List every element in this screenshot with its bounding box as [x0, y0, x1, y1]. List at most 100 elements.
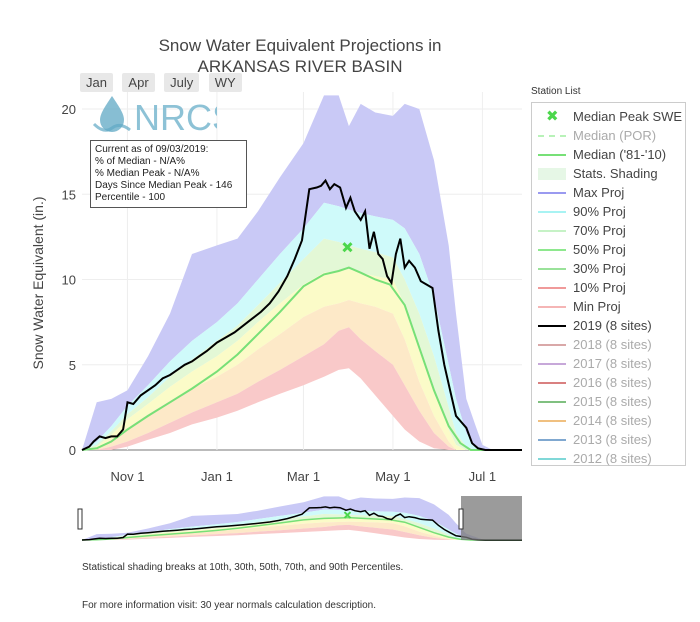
legend-label-8: 30% Proj [573, 261, 626, 276]
legend-item-9[interactable]: 10% Proj [532, 278, 685, 297]
legend: ✖ Median Peak SWE Median (POR) Median ('81-… [531, 102, 686, 466]
range-buttons: Jan Apr July WY [80, 73, 247, 92]
legend-swatch-3 [538, 167, 566, 181]
y-tick-label-0: 0 [69, 443, 76, 458]
series-2019-line [81, 178, 522, 451]
navigator-handle-left[interactable] [77, 508, 83, 530]
nav-band-10-min [82, 524, 522, 540]
range-button-wy[interactable]: WY [208, 73, 242, 92]
range-button-apr[interactable]: Apr [122, 73, 155, 92]
legend-item-8[interactable]: 30% Proj [532, 259, 685, 278]
y-tick-label-4: 20 [62, 102, 76, 117]
legend-swatch-14 [538, 376, 566, 390]
median-peak-marker [342, 242, 353, 253]
legend-item-3[interactable]: Stats. Shading [532, 164, 685, 183]
range-navigator[interactable] [77, 496, 522, 541]
legend-label-0: Median Peak SWE [573, 109, 683, 124]
x-tick-label-3: May 1 [375, 469, 410, 484]
nrcs-logo: NRCS [92, 94, 236, 141]
legend-item-1[interactable]: Median (POR) [532, 126, 685, 145]
legend-item-11[interactable]: 2019 (8 sites) [532, 316, 685, 335]
info-footnote[interactable]: For more information visit: 30 year norm… [82, 600, 377, 611]
legend-swatch-0: ✖ [538, 107, 566, 125]
y-tick-label-1: 5 [69, 358, 76, 373]
legend-item-6[interactable]: 70% Proj [532, 221, 685, 240]
legend-swatch-11 [538, 319, 566, 333]
band-70-50 [82, 238, 522, 450]
legend-label-6: 70% Proj [573, 223, 626, 238]
legend-swatch-1 [538, 129, 566, 143]
chart-title: Snow Water Equivalent Projections in ARK… [120, 35, 480, 77]
legend-swatch-2 [538, 148, 566, 162]
legend-swatch-16 [538, 414, 566, 428]
nav-median-peak-marker [343, 511, 352, 519]
legend-label-15: 2015 (8 sites) [573, 394, 652, 409]
current-info-box: Current as of 09/03/2019: % of Median - … [90, 140, 247, 208]
legend-item-16[interactable]: 2014 (8 sites) [532, 411, 685, 430]
legend-item-14[interactable]: 2016 (8 sites) [532, 373, 685, 392]
band-max-90 [82, 95, 522, 451]
x-tick-label-1: Jan 1 [201, 469, 233, 484]
legend-marker-icon: ✖ [546, 107, 559, 125]
legend-swatch-4 [538, 186, 566, 200]
navigator-mask [461, 496, 522, 540]
legend-swatch-6 [538, 224, 566, 238]
navigator-handle-right[interactable] [458, 508, 464, 530]
band-10-min [82, 327, 522, 450]
chart-title-line1: Snow Water Equivalent Projections in [158, 36, 442, 55]
legend-swatch-9 [538, 281, 566, 295]
legend-swatch-15 [538, 395, 566, 409]
legend-label-12: 2018 (8 sites) [573, 337, 652, 352]
chart-title-line2: ARKANSAS RIVER BASIN [197, 57, 403, 76]
axis-ticks: 0 5 10 15 20 Nov 1 Jan 1 Mar 1 May 1 Jul 1 [62, 102, 497, 484]
legend-item-18[interactable]: 2012 (8 sites) [532, 449, 685, 468]
legend-swatch-18 [538, 452, 566, 466]
legend-label-14: 2016 (8 sites) [573, 375, 652, 390]
legend-label-5: 90% Proj [573, 204, 626, 219]
legend-item-5[interactable]: 90% Proj [532, 202, 685, 221]
legend-label-9: 10% Proj [573, 280, 626, 295]
legend-swatch-7 [538, 243, 566, 257]
legend-label-1: Median (POR) [573, 128, 657, 143]
legend-label-7: 50% Proj [573, 242, 626, 257]
info-days-since-peak: Days Since Median Peak - 146 [95, 180, 233, 191]
info-current-date: Current as of 09/03/2019: [95, 144, 209, 155]
legend-label-17: 2013 (8 sites) [573, 432, 652, 447]
legend-swatch-13 [538, 357, 566, 371]
legend-item-2[interactable]: Median ('81-'10) [532, 145, 685, 164]
legend-item-7[interactable]: 50% Proj [532, 240, 685, 259]
legend-swatch-5 [538, 205, 566, 219]
y-axis-label: Snow Water Equivalent (in.) [30, 197, 46, 370]
y-tick-label-3: 15 [62, 187, 76, 202]
legend-item-13[interactable]: 2017 (8 sites) [532, 354, 685, 373]
legend-item-12[interactable]: 2018 (8 sites) [532, 335, 685, 354]
nrcs-logo-graphic: NRCS [92, 96, 236, 138]
legend-item-17[interactable]: 2013 (8 sites) [532, 430, 685, 449]
legend-label-2: Median ('81-'10) [573, 147, 667, 162]
range-button-jan[interactable]: Jan [80, 73, 113, 92]
legend-item-15[interactable]: 2015 (8 sites) [532, 392, 685, 411]
y-tick-label-2: 10 [62, 273, 76, 288]
median-81-10-line [81, 266, 522, 451]
legend-swatch-10 [538, 300, 566, 314]
nav-band-max-90 [82, 496, 522, 540]
band-50-30 [82, 269, 522, 450]
nav-2019-line [81, 506, 522, 541]
legend-item-0[interactable]: ✖ Median Peak SWE [532, 107, 685, 126]
legend-item-10[interactable]: Min Proj [532, 297, 685, 316]
series-lines [81, 178, 522, 451]
legend-swatch-12 [538, 338, 566, 352]
info-pct-median: % of Median - N/A% [95, 156, 186, 167]
range-button-july[interactable]: July [164, 73, 200, 92]
station-list-label[interactable]: Station List [531, 86, 581, 97]
legend-label-4: Max Proj [573, 185, 625, 200]
legend-item-4[interactable]: Max Proj [532, 183, 685, 202]
legend-swatch-17 [538, 433, 566, 447]
shading-footnote: Statistical shading breaks at 10th, 30th… [82, 562, 404, 573]
info-percentile: Percentile - 100 [95, 192, 166, 203]
legend-label-10: Min Proj [573, 299, 621, 314]
legend-label-13: 2017 (8 sites) [573, 356, 652, 371]
nav-band-70-50 [82, 514, 522, 540]
legend-label-11: 2019 (8 sites) [573, 318, 652, 333]
